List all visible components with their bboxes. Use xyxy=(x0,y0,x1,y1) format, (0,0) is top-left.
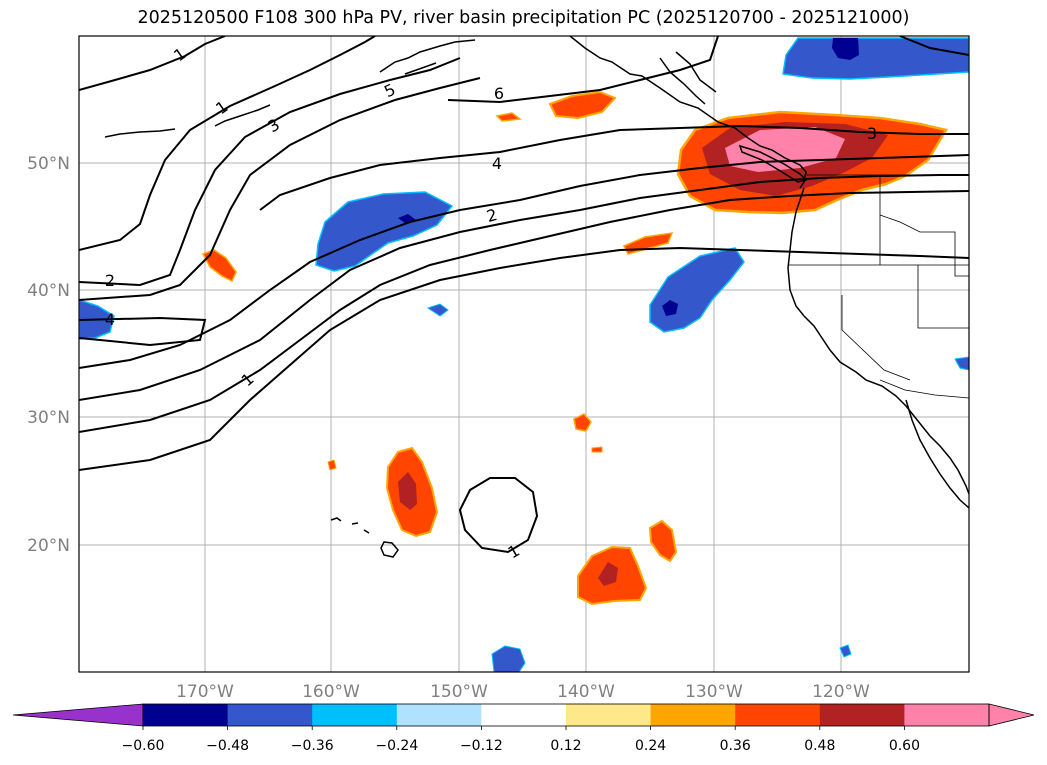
pv-contour-i xyxy=(79,174,969,401)
pv-contour-j xyxy=(79,190,969,433)
contour-label: 2 xyxy=(105,271,115,290)
lat-tick-label: 30°N xyxy=(27,408,70,428)
longitude-tick-labels: 170°W 160°W 150°W 140°W 130°W 120°W xyxy=(176,682,870,702)
pv-contour-k xyxy=(79,246,969,471)
contour-label: 6 xyxy=(494,84,504,103)
map-frame xyxy=(78,35,970,673)
positive-pc-regions xyxy=(201,90,948,606)
colorbar-tick-label: 0.24 xyxy=(635,738,666,754)
pos-region-small-d xyxy=(573,413,592,432)
lat-tick-label: 40°N xyxy=(27,281,70,301)
colorbar-tick-label: −0.36 xyxy=(291,738,334,754)
coastline-aleutians xyxy=(104,104,271,138)
pos-region-small-f xyxy=(327,459,337,471)
lat-tick-label: 20°N xyxy=(27,536,70,556)
border-state-3 xyxy=(917,265,969,329)
colorbar-bin xyxy=(566,704,652,726)
latitude-tick-labels: 50°N 40°N 30°N 20°N xyxy=(27,154,70,556)
pv-contour-e xyxy=(447,36,719,104)
colorbar-bin xyxy=(227,704,313,726)
coastline-hawaii xyxy=(330,517,399,558)
pv-contour-f xyxy=(259,124,969,211)
colorbar-bin xyxy=(650,704,736,726)
lon-tick-label: 170°W xyxy=(176,682,234,702)
pv-contour-h xyxy=(79,154,969,369)
coastline-bc-islands xyxy=(659,51,717,105)
lon-tick-label: 150°W xyxy=(430,682,488,702)
contour-label: 4 xyxy=(105,310,115,329)
lon-tick-label: 130°W xyxy=(685,682,743,702)
lon-tick-label: 140°W xyxy=(557,682,615,702)
pos-core-south-1 xyxy=(598,562,618,586)
pv-contour-c xyxy=(79,57,461,287)
pv-contour-m xyxy=(899,36,969,56)
pv-contour-l xyxy=(458,477,539,554)
colorbar-bin xyxy=(396,704,482,726)
colorbar-bin xyxy=(735,704,821,726)
colorbar-bin xyxy=(819,704,905,726)
colorbar-extend-low xyxy=(12,703,144,727)
pv-contour-b xyxy=(79,36,376,251)
colorbar-tick-labels: −0.60 −0.48 −0.36 −0.24 −0.12 0.12 0.24 0.36 0.4… xyxy=(122,726,920,754)
border-state-5 xyxy=(841,295,911,381)
neg-region-south xyxy=(491,645,526,672)
neg-core-offshore xyxy=(662,300,678,316)
pos-region-small-a xyxy=(495,112,522,122)
colorbar-tick-label: −0.60 xyxy=(122,738,165,754)
colorbar-bin xyxy=(481,704,567,726)
colorbar-bin xyxy=(904,704,990,726)
colorbar-bin xyxy=(312,704,398,726)
border-state-4 xyxy=(879,214,969,277)
neg-region-small-3 xyxy=(954,356,969,371)
coastline-us-west xyxy=(787,187,969,495)
neg-core-north xyxy=(832,38,859,60)
pv-contours xyxy=(79,36,969,554)
neg-region-north xyxy=(782,37,969,80)
colorbar-tick-label: −0.24 xyxy=(375,738,418,754)
contour-label: 3 xyxy=(867,124,877,143)
lat-tick-label: 50°N xyxy=(27,154,70,174)
pos-region-small-e xyxy=(591,446,603,453)
lon-tick-label: 160°W xyxy=(302,682,360,702)
coastline-alaska-islands xyxy=(379,39,476,75)
contour-label: 2 xyxy=(484,205,499,226)
colorbar-extend-high xyxy=(988,703,1035,727)
colorbar-tick-label: 0.12 xyxy=(550,738,581,754)
contour-label: 4 xyxy=(492,154,502,173)
pv-contour-d xyxy=(79,77,481,301)
coastline-baja xyxy=(905,399,969,509)
neg-region-small-2 xyxy=(839,644,852,658)
border-mexico xyxy=(879,379,969,399)
colorbar-tick-label: 0.36 xyxy=(720,738,751,754)
colorbar-tick-label: −0.48 xyxy=(206,738,249,754)
neg-region-small-1 xyxy=(426,303,449,317)
lon-tick-label: 120°W xyxy=(812,682,870,702)
pos-region-alaska-gulf xyxy=(548,90,617,120)
pv-contour-g xyxy=(79,316,207,347)
colorbar-tick-label: 0.60 xyxy=(889,738,920,754)
colorbar-bin xyxy=(143,704,229,726)
colorbar-tick-label: 0.48 xyxy=(804,738,835,754)
gridlines xyxy=(79,36,969,672)
colorbar-tick-label: −0.12 xyxy=(460,738,503,754)
coastlines xyxy=(104,36,969,558)
coastline-alaska-canada xyxy=(569,36,807,189)
plot-title: 2025120500 F108 300 hPa PV, river basin … xyxy=(137,8,910,28)
coastline-vancouver-island xyxy=(738,144,808,183)
pos-region-south-2 xyxy=(648,519,678,563)
colorbar xyxy=(12,703,1035,727)
pv-contour-a xyxy=(79,36,226,91)
pos-region-small-c xyxy=(201,249,237,283)
pos-core-hawaii-north xyxy=(398,472,417,510)
